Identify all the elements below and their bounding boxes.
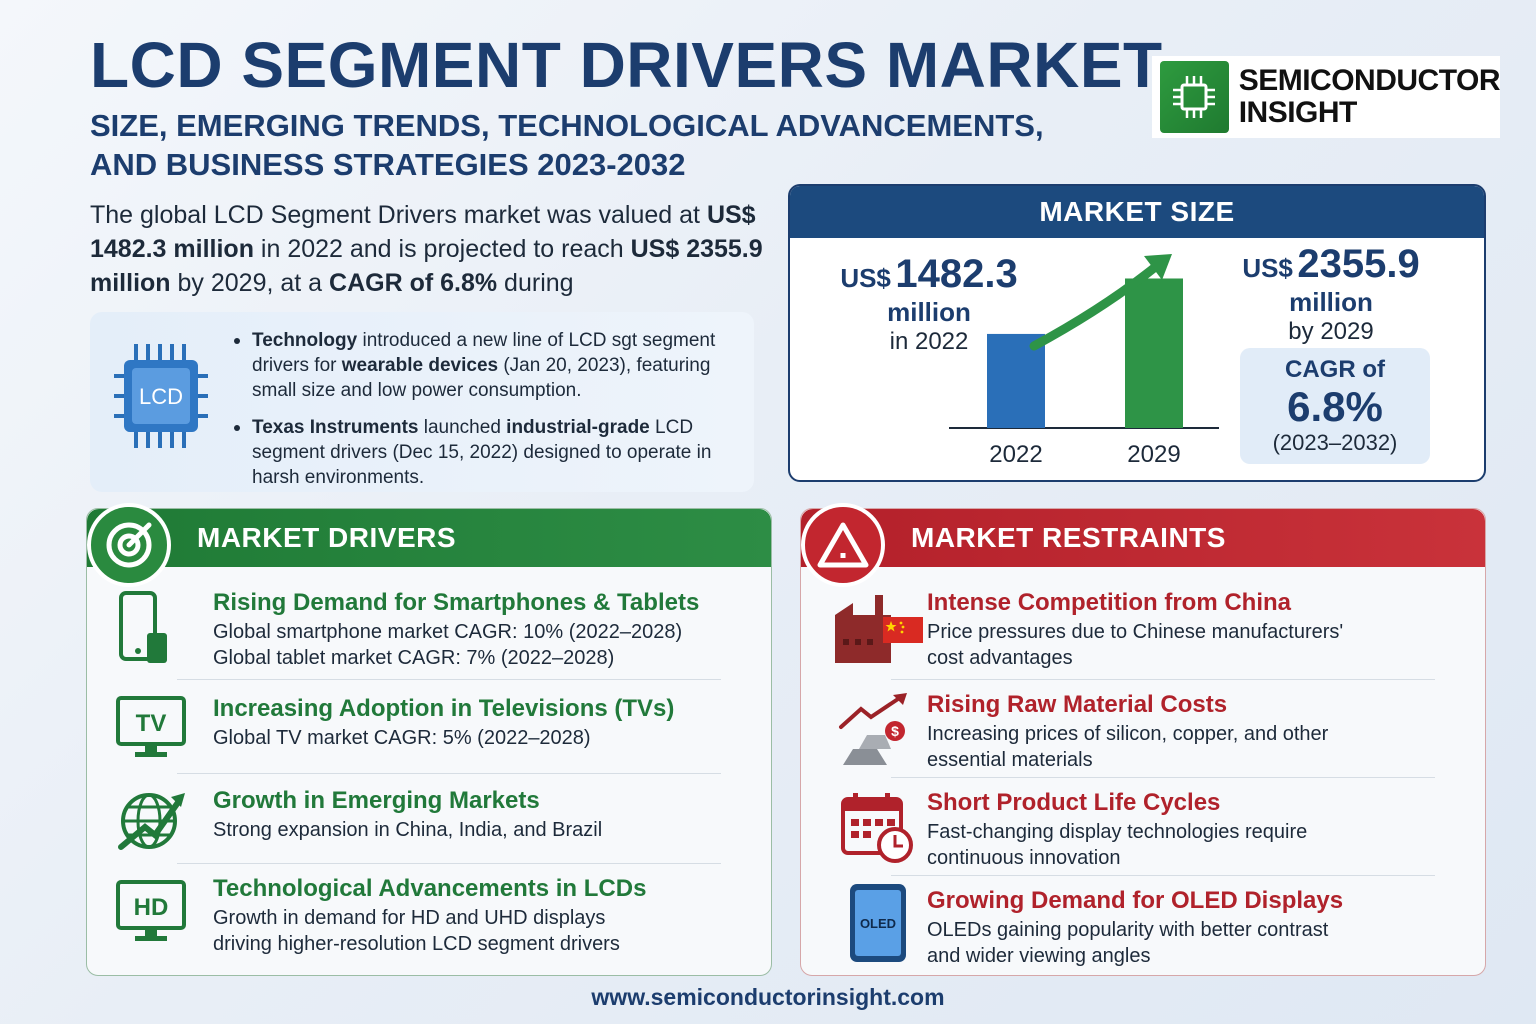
market-size-2029: US$ 2355.9 million by 2029 [1242, 242, 1420, 345]
bar-2029 [1125, 278, 1183, 428]
globe-growth-icon [115, 787, 187, 858]
list-item: Texas Instruments launched industrial-gr… [232, 415, 742, 490]
tick-label-2022: 2022 [989, 441, 1042, 468]
divider [891, 777, 1435, 778]
warning-icon [801, 503, 885, 587]
market-size-heading: MARKET SIZE [790, 186, 1484, 238]
svg-text:$: $ [891, 723, 899, 739]
footer-url[interactable]: www.semiconductorinsight.com [591, 984, 945, 1010]
market-drivers-heading: MARKET DRIVERS [87, 509, 771, 567]
cagr-box: CAGR of 6.8% (2023–2032) [1240, 348, 1430, 464]
hd-monitor-icon: HD [115, 879, 189, 950]
cagr-value: CAGR of 6.8% [329, 269, 498, 297]
growth-arrow-head [1144, 254, 1172, 280]
brand-logo: SEMICONDUCTOR INSIGHT [1152, 56, 1501, 138]
oled-phone-icon: OLED [847, 881, 909, 970]
market-restraints-heading: MARKET RESTRAINTS [801, 509, 1485, 567]
list-item: Technology introduced a new line of LCD … [232, 328, 742, 403]
divider [891, 875, 1435, 876]
brand-name: SEMICONDUCTOR INSIGHT [1238, 64, 1501, 129]
market-drivers-panel: MARKET DRIVERS Rising Demand for Smartph… [86, 503, 772, 976]
smartphone-tablet-icon [115, 591, 175, 670]
calendar-clock-icon [839, 791, 915, 870]
svg-text:OLED: OLED [860, 916, 896, 931]
page-subtitle: SIZE, EMERGING TRENDS, TECHNOLOGICAL ADV… [90, 108, 1044, 182]
value-2022: US$ 1482.3 million [90, 201, 756, 263]
tick-label-2029: 2029 [1127, 441, 1180, 468]
market-size-2022: US$ 1482.3 million in 2022 [840, 252, 1018, 355]
tv-icon: TV [115, 695, 189, 766]
value-2029: US$ 2355.9 million [90, 235, 763, 297]
svg-text:LCD: LCD [139, 384, 183, 409]
divider [177, 773, 721, 774]
divider [177, 863, 721, 864]
market-restraints-panel: MARKET RESTRAINTS Intense Competition fr… [800, 503, 1486, 976]
svg-text:HD: HD [134, 894, 169, 921]
divider [891, 679, 1435, 680]
target-icon [87, 503, 171, 587]
market-size-chart: 2022 2029 [949, 254, 1219, 468]
svg-text:TV: TV [136, 710, 167, 737]
chip-icon [1160, 61, 1229, 133]
market-size-card: MARKET SIZE US$ 1482.3 million in 2022 2… [788, 184, 1486, 482]
divider [177, 679, 721, 680]
page-title: LCD SEGMENT DRIVERS MARKET [90, 29, 1163, 101]
news-box: LCD Technology introduced a new line of … [90, 312, 754, 492]
intro-paragraph: The global LCD Segment Drivers market wa… [90, 201, 763, 297]
factory-china-icon [833, 593, 925, 670]
lcd-chip-icon: LCD [110, 340, 214, 457]
growth-arrow [1029, 263, 1159, 351]
raw-material-cost-icon: $ [837, 691, 913, 774]
news-list: Technology introduced a new line of LCD … [232, 328, 742, 502]
